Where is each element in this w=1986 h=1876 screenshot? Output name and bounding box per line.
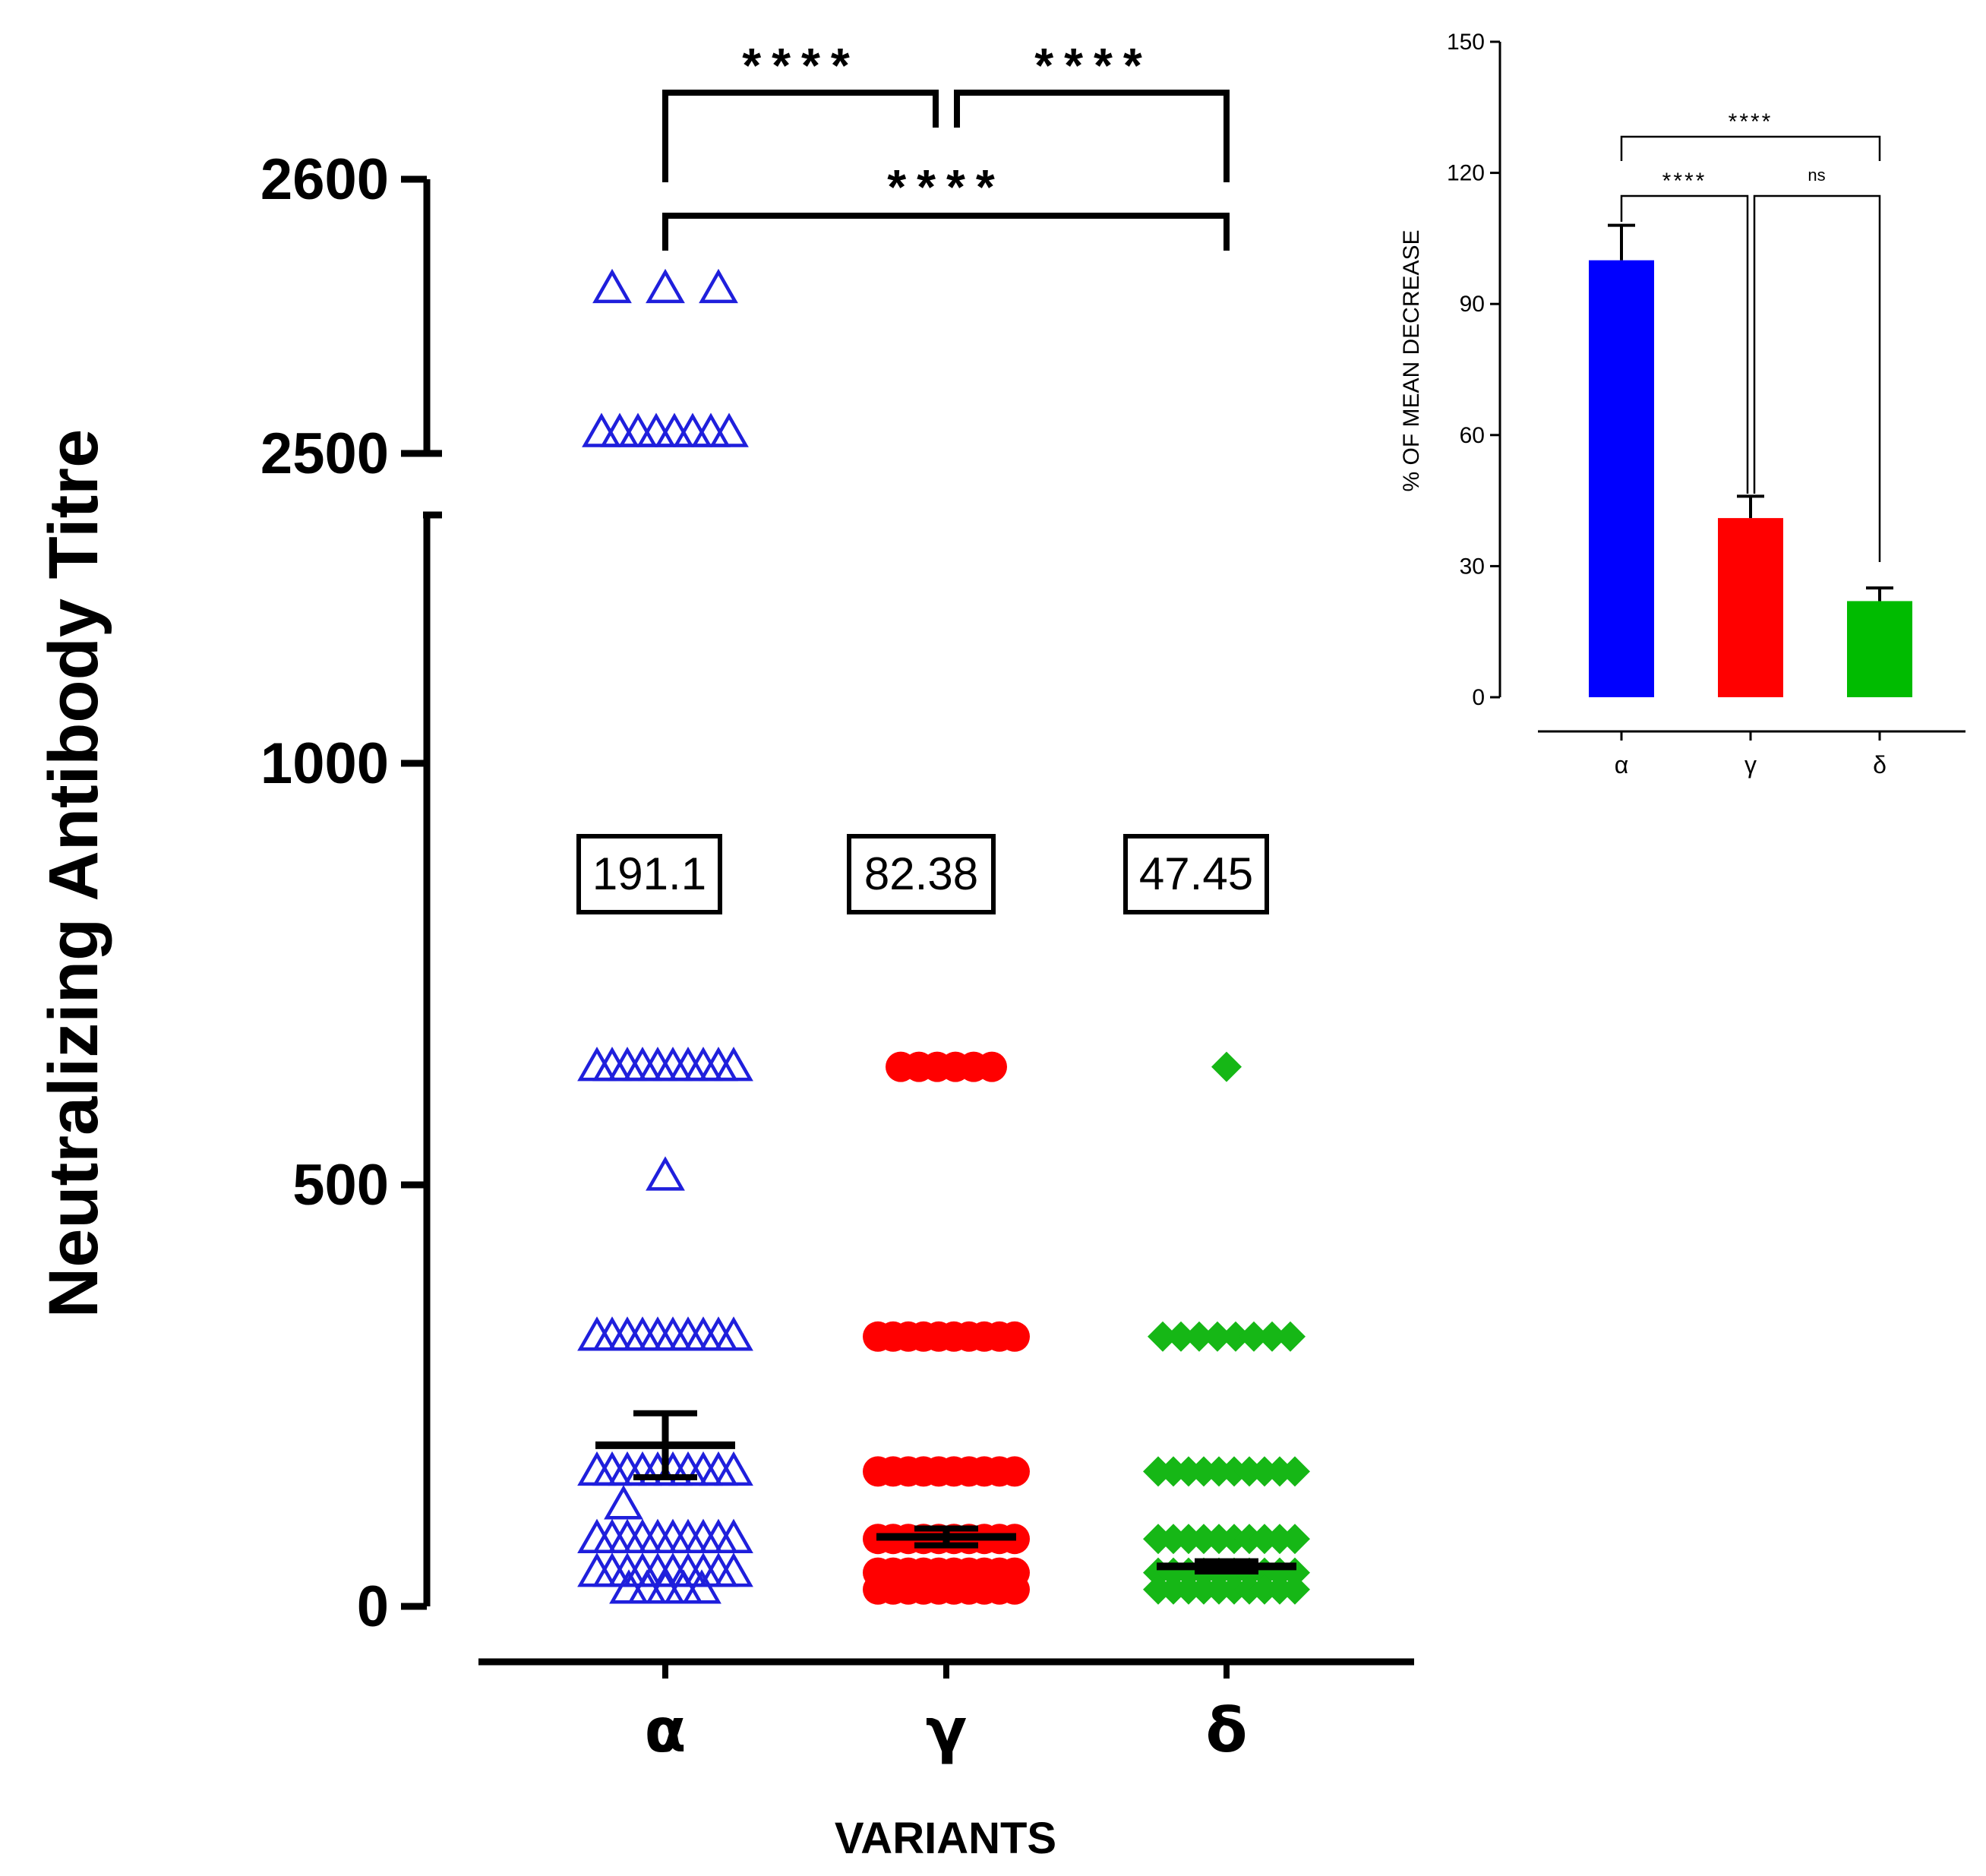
point-δ-320-7 <box>1275 1321 1306 1352</box>
sig-bracket-gamma-delta: **** <box>954 38 1230 182</box>
sig-label-gamma-delta: **** <box>1034 38 1153 93</box>
point-δ-320-5 <box>1239 1321 1269 1352</box>
point-α-510-0 <box>646 1156 685 1191</box>
point-γ-320-9 <box>999 1321 1030 1352</box>
inset-sig-label-alpha-gamma: **** <box>1662 169 1707 194</box>
main-scatter-chart: Neutralizing Antibody Titre VARIANTS 0 5… <box>35 38 1414 1863</box>
main-x-category-gamma: γ <box>926 1695 968 1766</box>
main-y-tick-label-500: 500 <box>292 1153 389 1218</box>
point-γ-20-9 <box>999 1574 1030 1605</box>
point-γ-640-5 <box>977 1051 1007 1082</box>
inset-y-tick-label-150: 150 <box>1447 30 1485 55</box>
inset-x-category-γ: γ <box>1744 751 1757 779</box>
point-α-80-9 <box>714 1518 753 1553</box>
point-α-40-9 <box>714 1552 753 1587</box>
inset-y-tick-label-90: 90 <box>1460 292 1485 317</box>
main-y-tick-label-2500: 2500 <box>260 422 389 486</box>
inset-bar-δ <box>1847 601 1912 697</box>
point-α-20-4 <box>682 1569 721 1604</box>
inset-sig-gamma-delta: ns <box>1753 166 1881 562</box>
inset-y-axis-label: % OF MEAN DECREASE <box>1399 229 1424 491</box>
main-x-category-alpha: α <box>645 1695 687 1766</box>
point-γ-160-9 <box>999 1456 1030 1487</box>
inset-sig-label-gamma-delta: ns <box>1808 166 1825 185</box>
point-δ-320-0 <box>1148 1321 1178 1352</box>
inset-y-tick-label-60: 60 <box>1460 423 1485 448</box>
main-y-tick-label-1000: 1000 <box>260 731 389 796</box>
point-α-2560-1 <box>646 268 685 304</box>
inset-bar-γ <box>1718 518 1783 697</box>
point-α-1280-7 <box>709 412 749 447</box>
point-δ-320-2 <box>1184 1321 1214 1352</box>
main-x-axis-label: VARIANTS <box>835 1814 1056 1863</box>
mean-box-alpha: 191.1 <box>576 834 722 914</box>
mean-box-delta: 47.45 <box>1123 834 1269 914</box>
inset-y-tick-label-30: 30 <box>1460 554 1485 579</box>
mean-label-gamma: 82.38 <box>864 848 978 899</box>
point-δ-80-9 <box>1280 1524 1310 1555</box>
sig-label-alpha-delta: **** <box>887 159 1006 214</box>
point-δ-320-6 <box>1257 1321 1287 1352</box>
mean-label-alpha: 191.1 <box>592 848 706 899</box>
point-δ-160-9 <box>1280 1456 1310 1487</box>
point-δ-320-3 <box>1202 1321 1233 1352</box>
inset-x-category-α: α <box>1615 751 1629 779</box>
inset-y-tick-label-0: 0 <box>1472 685 1485 710</box>
main-y-tick-label-0: 0 <box>357 1574 389 1639</box>
inset-y-tick-label-120: 120 <box>1447 161 1485 186</box>
mean-box-gamma: 82.38 <box>847 834 996 914</box>
point-α-2560-2 <box>699 268 738 304</box>
inset-sig-label-alpha-delta: **** <box>1729 109 1773 134</box>
point-α-160-9 <box>714 1451 753 1486</box>
main-y-tick-label-2600: 2600 <box>260 147 389 212</box>
point-δ-640-0 <box>1211 1051 1242 1082</box>
inset-bar-α <box>1589 260 1654 698</box>
main-mean-layer <box>595 1410 1296 1574</box>
main-y-axis-label: Neutralizing Antibody Titre <box>35 429 112 1318</box>
main-points-layer <box>577 268 1310 1605</box>
point-α-120-0 <box>604 1485 643 1520</box>
inset-sig-alpha-delta: **** <box>1620 109 1881 161</box>
inset-sig-alpha-gamma: **** <box>1620 169 1749 494</box>
point-δ-20-9 <box>1280 1574 1310 1605</box>
point-δ-320-1 <box>1166 1321 1196 1352</box>
inset-bars-layer <box>1589 223 1912 698</box>
point-α-320-9 <box>714 1316 753 1351</box>
mean-label-delta: 47.45 <box>1139 848 1253 899</box>
sig-label-alpha-gamma: **** <box>742 38 860 93</box>
inset-y-ticks: 0 30 60 90 120 150 <box>1447 30 1500 710</box>
point-α-640-9 <box>714 1047 753 1082</box>
inset-bar-chart: % OF MEAN DECREASE 0 30 60 90 120 150 α γ δ ***… <box>1399 30 1965 779</box>
point-α-2560-0 <box>592 268 632 304</box>
point-δ-320-4 <box>1220 1321 1251 1352</box>
inset-x-category-δ: δ <box>1873 751 1887 779</box>
sig-bracket-alpha-delta: **** <box>662 159 1230 251</box>
sig-bracket-alpha-gamma: **** <box>662 38 939 182</box>
main-x-category-delta: δ <box>1206 1695 1248 1766</box>
